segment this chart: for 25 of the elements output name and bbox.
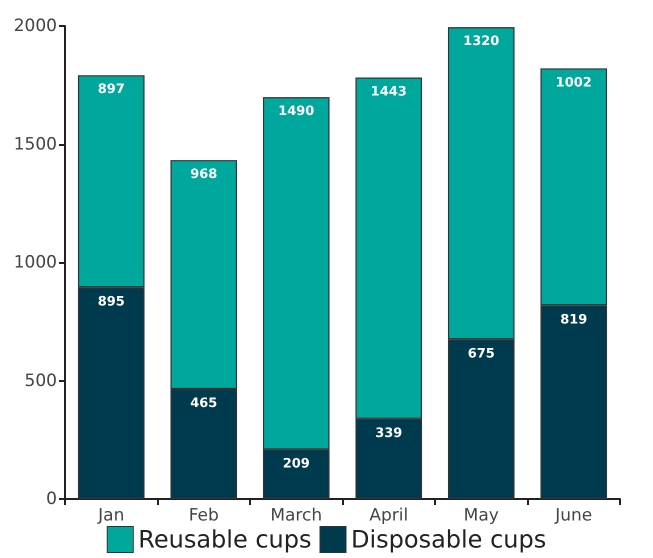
x-tick-label: May (464, 506, 499, 526)
legend-label: Reusable cups (138, 526, 312, 554)
data-label: 465 (190, 396, 218, 412)
data-label: 1320 (463, 34, 500, 50)
x-tick-label: June (554, 506, 592, 526)
data-label: 1490 (278, 104, 314, 120)
data-label: 339 (375, 426, 402, 441)
x-tick-label: April (369, 506, 408, 526)
data-label: 1002 (556, 75, 592, 90)
data-label: 819 (560, 312, 588, 328)
data-label: 968 (190, 167, 218, 182)
data-label: 895 (98, 294, 125, 310)
y-tick-label: 1000 (14, 252, 57, 272)
y-tick-label: 0 (46, 489, 57, 509)
data-label: 897 (98, 82, 125, 98)
x-tick-label: Jan (97, 506, 124, 526)
y-tick-label: 1500 (14, 134, 57, 154)
x-tick-label: Feb (188, 506, 219, 526)
y-tick-label: 2000 (14, 16, 57, 36)
data-label: 209 (282, 456, 310, 472)
y-tick-label: 500 (24, 370, 57, 391)
legend-label: Disposable cups (351, 526, 546, 554)
x-tick-label: March (270, 506, 322, 526)
data-label: 1443 (370, 84, 407, 100)
data-label: 675 (468, 346, 495, 362)
